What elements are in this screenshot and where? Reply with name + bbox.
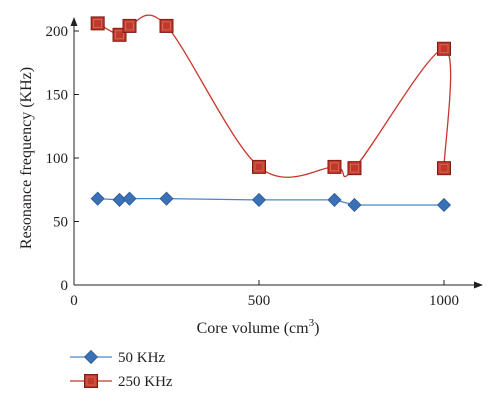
y-axis-label: Resonance frequency (KHz) [18,67,35,249]
x-axis-label-superscript: 3 [309,317,315,329]
series-1-point [327,159,342,174]
y-tick-label: 100 [46,151,69,167]
y-axis-ticks: 0 50 100 150 200 [46,24,79,294]
legend-label-0: 50 KHz [118,350,165,366]
x-axis-label-text: Core volume (cm [197,320,310,337]
series-0-point [159,191,174,206]
y-tick-label: 200 [46,24,69,40]
y-tick-label: 150 [46,88,69,104]
y-tick-label: 50 [53,215,68,231]
series-0-point [347,197,362,213]
chart-axes [70,17,483,289]
series-1-point-highlight [439,44,449,54]
y-tick-label: 0 [61,278,69,294]
series-1-point-highlight [254,162,264,172]
series-1-point [159,18,174,33]
x-tick-label: 0 [70,293,78,309]
series-0-point [122,191,137,206]
x-tick-label: 1000 [429,293,459,309]
series-1-point-highlight [330,162,339,172]
series-lines [97,14,452,206]
series-1-point [90,16,105,31]
legend-marker-0 [83,349,99,365]
x-tick-label: 500 [248,293,271,309]
series-1-point-highlight [93,18,103,28]
series-0-point [436,197,452,213]
series-markers [90,16,452,213]
x-axis-label: Core volume (cm3) [197,317,320,337]
series-1-point [437,161,451,176]
x-axis-ticks: 0 500 1000 [70,280,459,309]
series-0-point [251,192,267,207]
legend-marker-1-highlight [86,376,96,386]
legend-marker-1 [84,374,98,388]
series-1-point [122,18,137,33]
y-axis-arrow [70,17,78,26]
series-1-point-highlight [162,21,171,31]
series-1-point-highlight [115,30,124,40]
legend-label-1: 250 KHz [118,374,173,390]
series-line-1 [97,14,452,178]
series-1-point-highlight [125,21,134,31]
x-axis-arrow [474,281,483,289]
series-line-0 [97,197,444,206]
x-axis-label-suffix: ) [314,320,319,337]
series-0-point [327,192,342,207]
legend: 50 KHz 250 KHz [70,349,173,390]
series-1-point-highlight [350,163,359,173]
series-1-point-highlight [439,163,449,173]
series-0-point [90,191,105,206]
series-1-point [437,41,451,56]
series-1-point [252,159,266,174]
series-1-point [347,161,362,176]
